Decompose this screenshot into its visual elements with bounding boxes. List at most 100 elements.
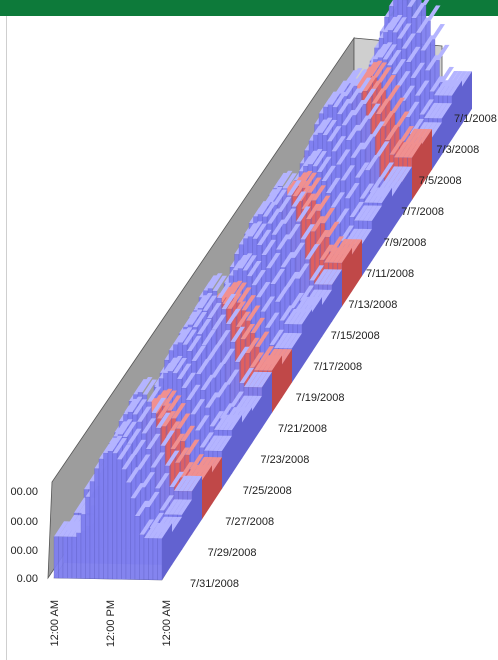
bar-top xyxy=(392,17,407,33)
bar xyxy=(89,481,95,579)
bar-top xyxy=(318,269,333,285)
bar-top xyxy=(426,5,441,21)
bar-top xyxy=(205,392,220,408)
bar-top xyxy=(367,205,382,221)
bar-top xyxy=(312,151,327,167)
bar-top xyxy=(234,395,249,411)
bar-top xyxy=(155,473,170,489)
bar-top xyxy=(247,260,262,277)
bar-top xyxy=(372,62,387,78)
bar-top xyxy=(180,425,195,442)
date-tick-label: 7/11/2008 xyxy=(366,268,414,280)
bar-top xyxy=(254,355,269,371)
bar-top xyxy=(335,208,350,224)
bar-side xyxy=(432,122,442,170)
bar-top xyxy=(340,165,355,181)
bar-top xyxy=(235,346,250,362)
bar-top xyxy=(349,201,364,218)
bar-top xyxy=(287,333,302,349)
bar-top xyxy=(364,187,379,203)
bar-top xyxy=(237,287,252,303)
bar-side xyxy=(232,414,242,474)
bar-top xyxy=(308,149,323,165)
bar-top xyxy=(148,523,163,539)
bar-top xyxy=(204,435,219,451)
bar-top xyxy=(370,121,385,137)
bar xyxy=(58,536,64,579)
bar-top xyxy=(314,269,329,285)
bar-top xyxy=(439,66,454,83)
bar-top xyxy=(277,196,292,213)
bar-top xyxy=(222,288,237,304)
bar-top xyxy=(415,80,430,96)
bar-top xyxy=(130,483,145,499)
bar-top xyxy=(282,173,297,189)
bar-side xyxy=(442,103,452,155)
bar-top xyxy=(257,229,272,246)
bar-top xyxy=(63,521,78,537)
bar-top xyxy=(187,335,202,352)
date-tick-label: 7/23/2008 xyxy=(260,454,309,466)
date-tick-label: 7/15/2008 xyxy=(331,330,380,342)
bar xyxy=(112,453,118,580)
date-tick-label: 7/5/2008 xyxy=(419,175,462,187)
bar-top xyxy=(136,454,151,470)
bar-top xyxy=(278,332,293,349)
bar-top xyxy=(394,142,409,158)
bar-side xyxy=(422,129,432,185)
bar-top xyxy=(226,308,241,325)
bar-top xyxy=(117,444,132,460)
bar-top xyxy=(337,98,352,115)
bar-top xyxy=(137,406,152,422)
bar-top xyxy=(240,323,255,340)
bar-top xyxy=(186,384,201,401)
bar-top xyxy=(212,275,227,291)
bar-top xyxy=(434,80,449,96)
bar-top xyxy=(176,413,191,429)
bar-top xyxy=(165,450,180,466)
bar-top xyxy=(384,166,399,182)
bar-top xyxy=(295,263,310,279)
bar-top xyxy=(135,500,150,517)
bar-top xyxy=(181,372,196,388)
bar-top xyxy=(317,156,332,173)
bar-top xyxy=(307,177,322,193)
bar-top xyxy=(161,411,176,427)
bar xyxy=(139,534,145,580)
bar-top xyxy=(175,447,190,463)
bar-top xyxy=(407,142,422,158)
bar-top xyxy=(389,139,404,155)
bar-top xyxy=(183,475,198,492)
bar xyxy=(121,469,127,580)
bar-top xyxy=(167,395,182,411)
bar-top xyxy=(399,126,414,142)
bar-top xyxy=(331,136,346,152)
bar-top xyxy=(147,386,162,402)
bar-top xyxy=(283,333,298,349)
bar-top xyxy=(316,195,331,211)
bar-top xyxy=(156,412,171,428)
bar xyxy=(67,536,73,579)
bar-top xyxy=(296,206,311,222)
bar-top xyxy=(74,497,89,513)
bar-top xyxy=(292,180,307,197)
bar-top xyxy=(326,177,341,194)
bar-top xyxy=(208,435,223,451)
bar-top xyxy=(359,183,374,199)
bar-top xyxy=(302,172,317,188)
bar xyxy=(116,459,122,580)
bar-top xyxy=(121,454,136,470)
bar-top xyxy=(285,271,300,288)
bar-top xyxy=(354,205,369,221)
bar-top xyxy=(327,126,342,142)
bar-top xyxy=(187,475,202,492)
date-tick-label: 7/31/2008 xyxy=(190,578,239,590)
bar-top xyxy=(309,265,324,281)
bar-top xyxy=(138,376,153,393)
bar-top xyxy=(248,371,263,388)
bar-top xyxy=(403,142,418,158)
bar-top xyxy=(417,129,432,145)
bar-top xyxy=(144,522,159,539)
bar-top xyxy=(132,399,147,415)
